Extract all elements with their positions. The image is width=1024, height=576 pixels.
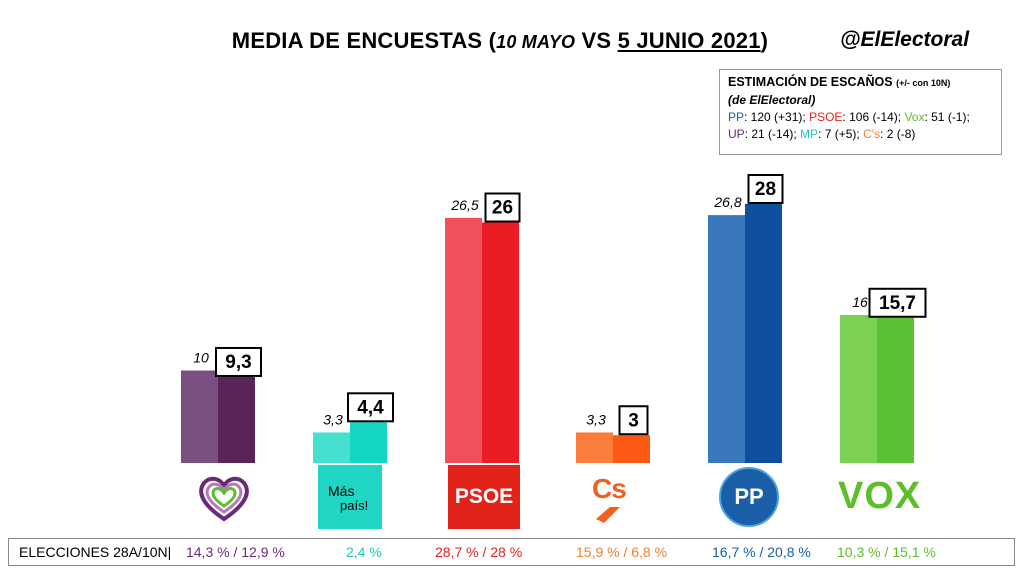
title-text: MEDIA DE ENCUESTAS ( [231,28,497,53]
seat-estimate-source: (de ElElectoral) [728,93,816,107]
seat-value-mp: : 7 (+5); [818,127,864,141]
mas-pais-line2: país! [340,498,369,513]
title-date-old: 10 MAYO [496,32,576,52]
bar-new-cs [613,435,650,463]
mas-pais-line1: Más [328,483,355,499]
seat-line-1: PP: 120 (+31); PSOE: 106 (-14); Vox: 51 … [728,109,993,126]
bar-old-pp [708,215,745,463]
label-new-cs: 3 [628,410,639,431]
bar-old-vox [840,315,877,463]
cs-wordmark: Cs [592,473,627,504]
footer-result-cs: 15,9 % / 6,8 % [576,544,668,560]
seat-party-pp: PP [728,110,745,124]
label-old-up: 10 [193,350,209,366]
seat-value-cs: : 2 (-8) [880,127,916,141]
label-box-new-pp [747,174,784,204]
logo-pp: PP [717,465,781,529]
label-old-cs: 3,3 [586,411,606,427]
seat-party-mp: MP [800,127,819,141]
footer-result-psoe: 28,7 % / 28 % [435,544,523,560]
bar-new-up [218,376,255,463]
bar-new-pp [745,204,782,463]
label-new-pp: 28 [755,179,776,200]
cs-heart-icon [596,507,620,523]
bar-new-psoe [482,222,519,463]
bar-old-mas-pais [313,432,350,463]
bar-new-mas-pais [350,422,387,463]
label-new-up: 9,3 [225,352,251,373]
bar-old-up [181,370,218,463]
label-new-psoe: 26 [492,198,513,219]
footer-result-mp: 2,4 % [346,544,382,560]
title-close: ) [760,28,769,53]
bar-chart: 10 9,3 3,3 4,4 26,5 26 3,3 3 26,8 28 16 15,7 [181,174,927,463]
title-date-new: 5 JUNIO 2021 [617,28,761,53]
seat-value-psoe: : 106 (-14); [842,110,905,124]
logo-psoe: PSOE [448,465,520,529]
footer-result-pp: 16,7 % / 20,8 % [712,544,811,560]
label-new-mas-pais: 4,4 [357,397,384,418]
seat-heading-text: ESTIMACIÓN DE ESCAÑOS [728,75,893,89]
footer-label: ELECCIONES 28A/10N| [19,544,172,560]
footer-result-vox: 10,3 % / 15,1 % [837,544,936,560]
logo-ciudadanos: Cs [588,465,648,529]
psoe-wordmark: PSOE [454,485,514,508]
label-old-pp: 26,8 [713,194,741,210]
seat-line-2: UP: 21 (-14); MP: 7 (+5); C's: 2 (-8) [728,126,993,143]
heart-icon [199,476,249,522]
label-box-new-mas-pais [347,392,394,423]
brand-handle: @ElElectoral [840,28,970,51]
seat-party-cs: C's [863,127,881,141]
seat-estimate-box: ESTIMACIÓN DE ESCAÑOS (+/- con 10N) (de … [719,69,1002,155]
seat-party-psoe: PSOE [809,110,843,124]
label-box-new-cs [618,405,649,436]
seat-value-pp: : 120 (+31); [744,110,810,124]
election-results-footer: ELECCIONES 28A/10N| 14,3 % / 12,9 % 2,4 … [8,538,1015,566]
logo-mas-pais: Más país! [318,465,382,529]
seat-party-vox: Vox [904,110,925,124]
logo-vox: VOX [838,465,938,529]
footer-result-up: 14,3 % / 12,9 % [186,544,285,560]
bar-old-cs [576,432,613,463]
bar-new-vox [877,317,914,463]
seat-party-up: UP [728,127,745,141]
vox-wordmark: VOX [838,475,922,517]
label-old-vox: 16 [852,294,868,310]
pp-wordmark: PP [734,484,764,509]
label-box-new-vox [868,287,927,318]
label-new-vox: 15,7 [879,293,916,314]
label-box-new-psoe [484,192,521,223]
seat-estimate-heading: ESTIMACIÓN DE ESCAÑOS (+/- con 10N) [728,74,993,92]
pp-circle-icon [719,467,779,527]
seat-heading-note: (+/- con 10N) [896,78,951,88]
bar-old-psoe [445,217,482,463]
chart-title: MEDIA DE ENCUESTAS (10 MAYO VS 5 JUNIO 2… [0,28,1000,54]
seat-value-vox: : 51 (-1); [924,110,970,124]
label-old-psoe: 26,5 [450,197,478,213]
label-box-new-up [215,346,262,377]
title-vs: VS [575,28,618,53]
label-old-mas-pais: 3,3 [323,411,343,427]
logo-unidas-podemos [192,465,272,529]
seat-value-up: : 21 (-14); [744,127,801,141]
